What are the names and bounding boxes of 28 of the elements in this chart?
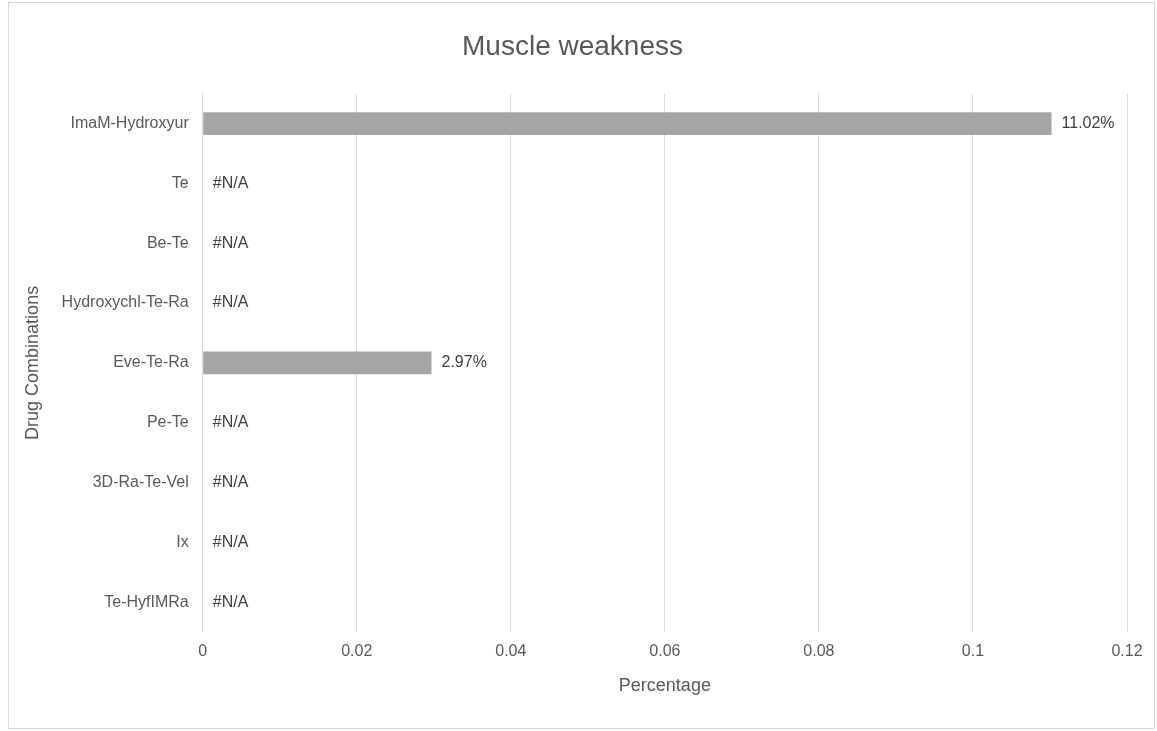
text: #N/A (212, 233, 249, 251)
x-tick-label: 0.08 (803, 642, 835, 660)
x-tick-label: 0.12 (1111, 642, 1143, 660)
text: #N/A (212, 293, 249, 311)
x-axis-title: Percentage (618, 675, 711, 696)
x-tick-label: 0.02 (341, 642, 373, 660)
y-tick-label: Te (171, 173, 189, 191)
x-tick-label: 0.04 (495, 642, 527, 660)
x-tick-label: 0.06 (649, 642, 681, 660)
y-tick-label: Te-HyfIMRa (104, 592, 189, 610)
x-tick-label: 0 (198, 642, 208, 660)
y-tick-label: Eve-Te-Ra (113, 353, 189, 371)
y-axis-title: Drug Combinations (21, 285, 42, 440)
data-label: 2.97% (441, 353, 487, 371)
data-label: 11.02% (1061, 113, 1115, 131)
y-tick-label: 3D-Ra-Te-Vel (92, 473, 189, 490)
y-tick-label: Pe-Te (146, 413, 189, 431)
text: #N/A (212, 413, 249, 431)
y-tick-label: Hydroxychl-Te-Ra (61, 293, 189, 311)
y-tick-label: Ix (176, 532, 189, 550)
x-tick-label: 0.1 (961, 642, 985, 660)
y-tick-label: Be-Te (146, 233, 189, 251)
text: #N/A (212, 592, 249, 610)
text: #N/A (212, 173, 249, 191)
y-tick-label: ImaM-Hydroxyur (70, 113, 190, 131)
text: #N/A (212, 532, 249, 550)
chart-title: Muscle weakness (462, 29, 683, 61)
text: #N/A (212, 473, 249, 490)
